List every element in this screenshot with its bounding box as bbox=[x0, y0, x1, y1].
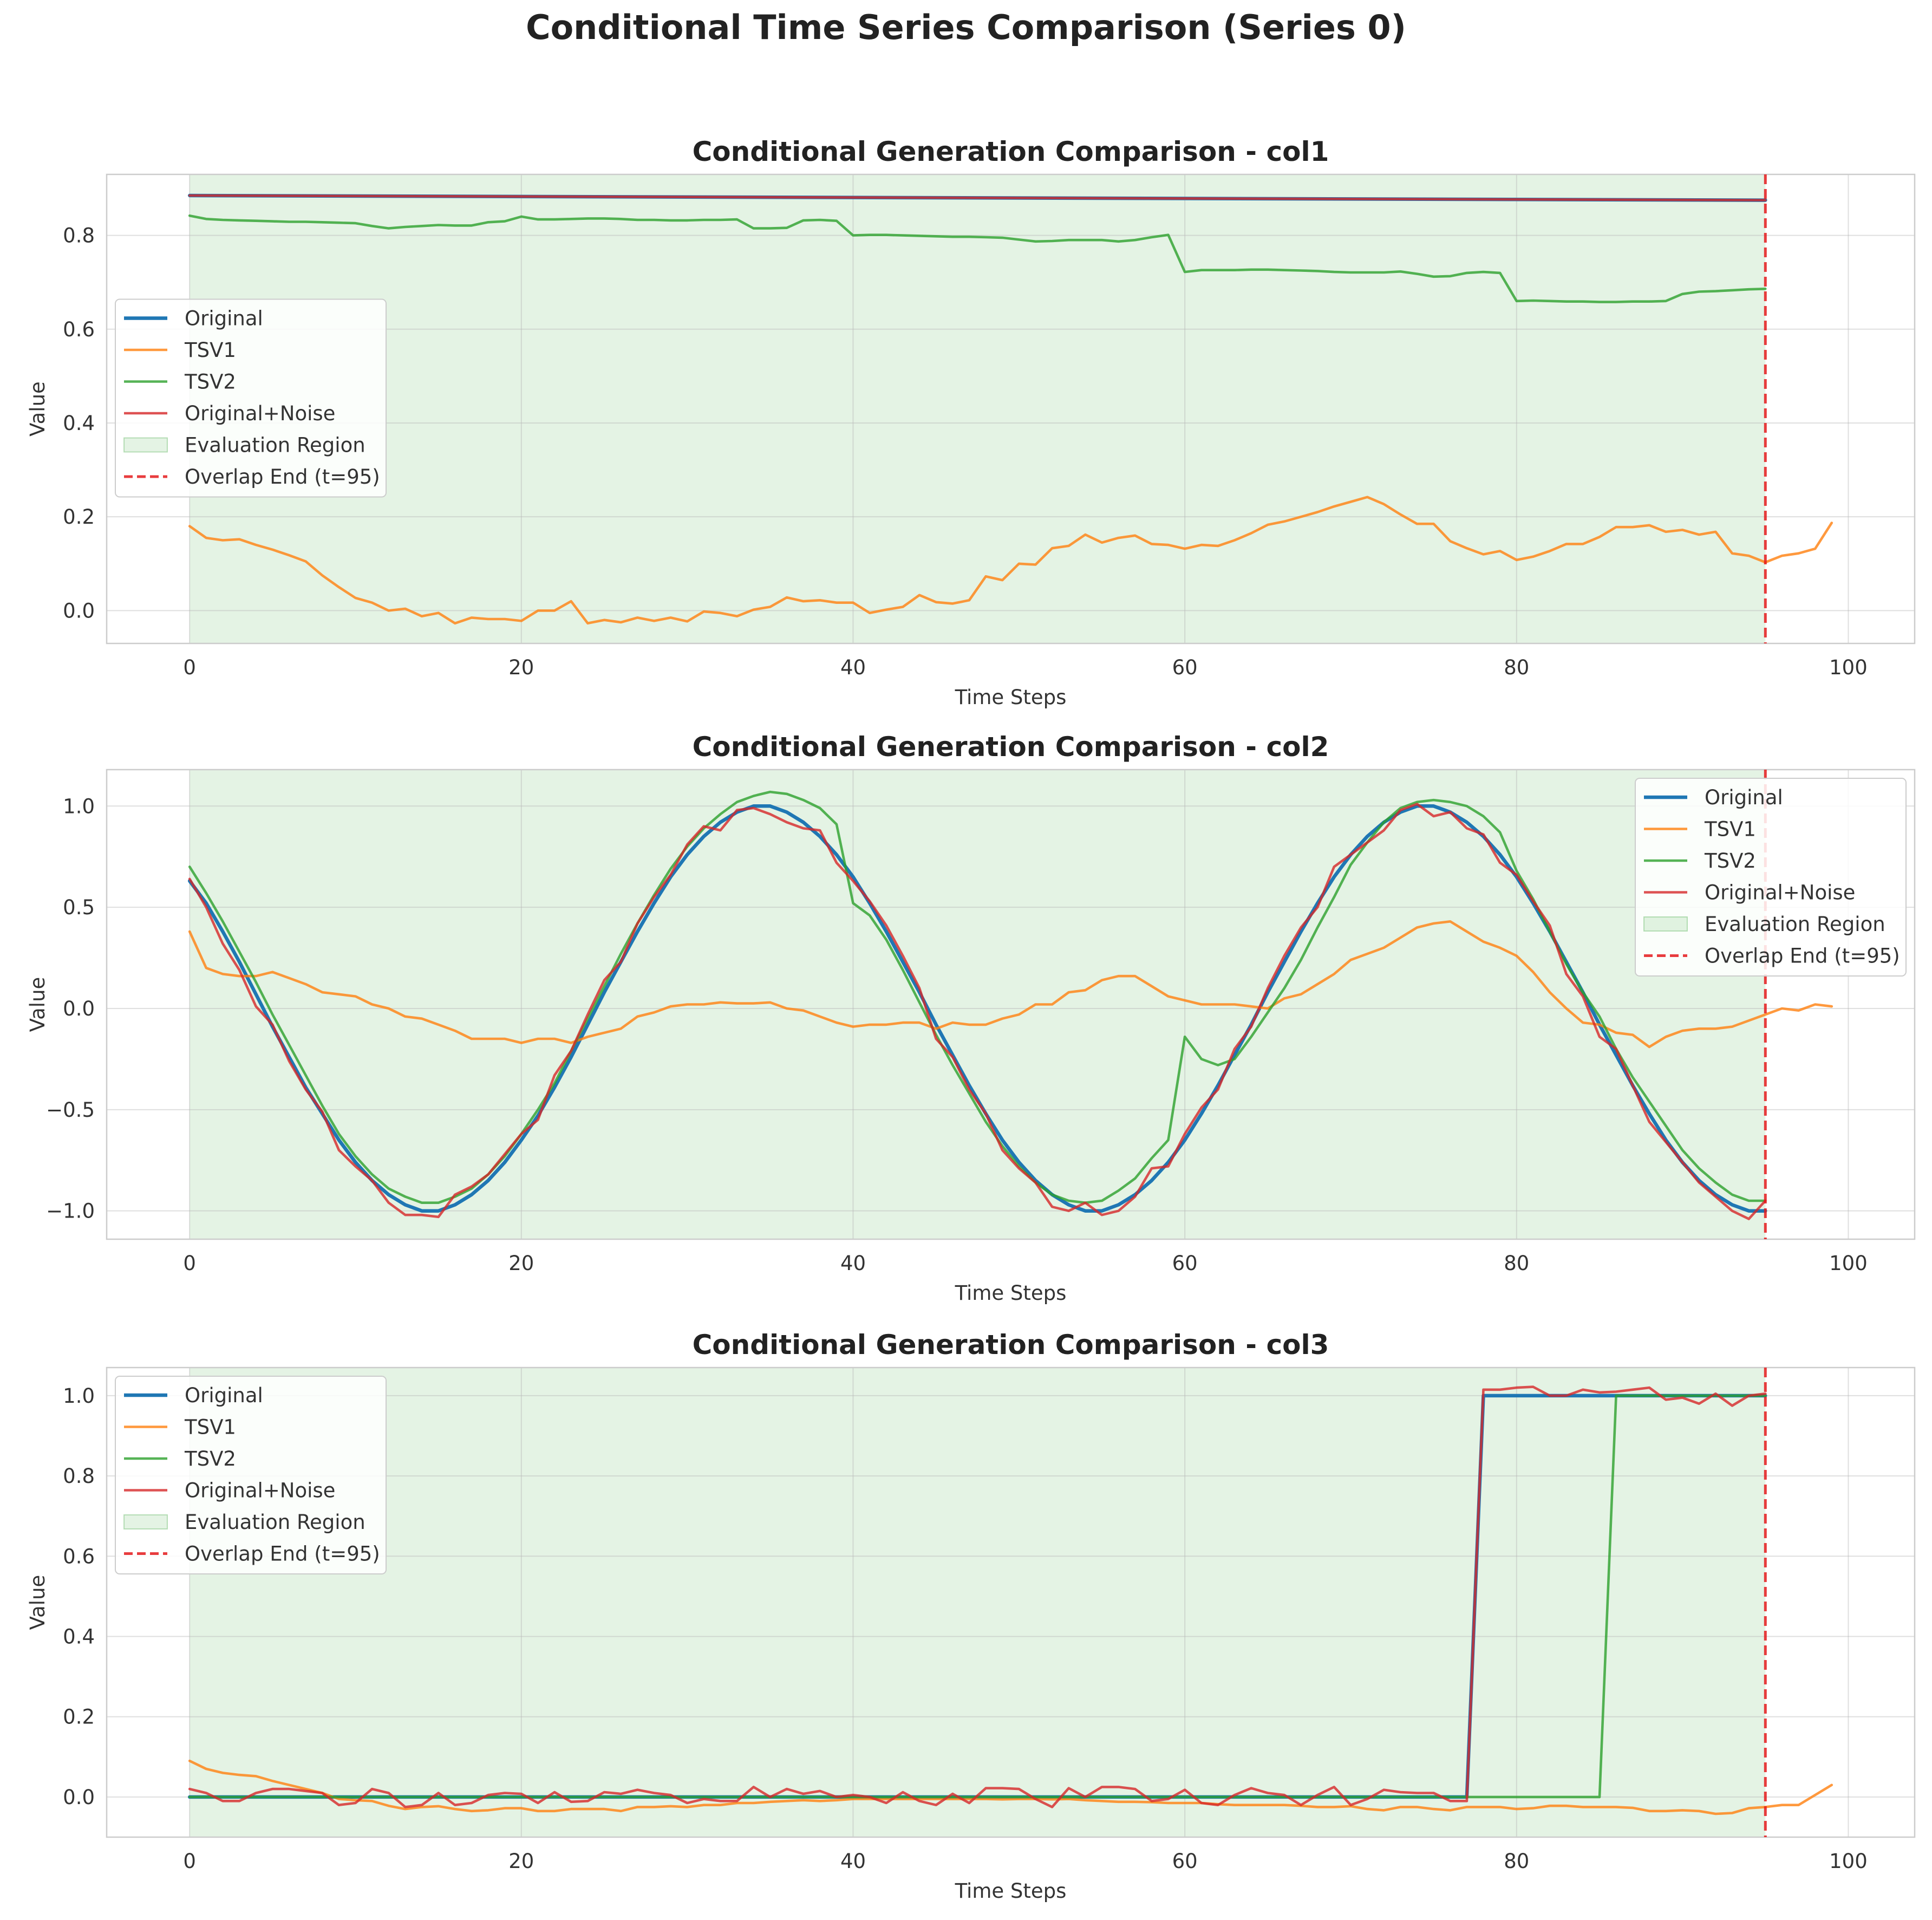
series-line-noise bbox=[188, 194, 1767, 201]
y-axis-label: Value bbox=[26, 977, 49, 1032]
x-tick-label: 100 bbox=[1829, 1252, 1868, 1275]
x-axis-label: Time Steps bbox=[955, 1879, 1067, 1903]
x-tick-label: 60 bbox=[1172, 1850, 1198, 1873]
plot-frame bbox=[106, 173, 1916, 645]
y-tick-label: 1.0 bbox=[63, 795, 95, 818]
x-tick-label: 20 bbox=[508, 1252, 534, 1275]
series-group bbox=[187, 193, 1833, 625]
legend: Original TSV1 TSV2 Original+Noise Evaluation… bbox=[115, 1376, 387, 1574]
series-line-tsv1 bbox=[188, 1759, 1833, 1815]
y-tick-label: 0.5 bbox=[63, 896, 95, 919]
y-tick-label: 0.2 bbox=[63, 1706, 95, 1729]
y-tick-label: −0.5 bbox=[46, 1098, 95, 1122]
x-axis-label: Time Steps bbox=[955, 1281, 1067, 1305]
x-tick-label: 40 bbox=[840, 1850, 866, 1873]
subplot-3: 0 20 40 60 80 100 0.0 0.2 0.4 0.6 0.8 1.0 Conditiona… bbox=[26, 1329, 1916, 1903]
x-tick-label: 100 bbox=[1829, 656, 1868, 679]
y-tick-label: 0.0 bbox=[63, 1786, 95, 1809]
legend-swatch-region bbox=[123, 437, 168, 453]
legend-label: Evaluation Region bbox=[185, 1511, 365, 1534]
subplot-title: Conditional Generation Comparison - col1 bbox=[693, 136, 1329, 167]
legend-box bbox=[115, 298, 387, 498]
x-tick-label: 80 bbox=[1504, 1850, 1529, 1873]
legend-label: Original bbox=[185, 307, 263, 330]
y-tick-label: 1.0 bbox=[63, 1384, 95, 1408]
x-tick-label: 20 bbox=[508, 656, 534, 679]
subplot-1: 0 20 40 60 80 100 0.0 0.2 0.4 0.6 0.8 Conditional G… bbox=[26, 136, 1916, 709]
y-tick-label: 0.6 bbox=[63, 1545, 95, 1568]
subplot-title: Conditional Generation Comparison - col2 bbox=[693, 731, 1329, 763]
legend-label: Original bbox=[1705, 786, 1783, 809]
series-line-tsv1 bbox=[188, 496, 1833, 625]
x-tick-label: 100 bbox=[1829, 1850, 1868, 1873]
plot-frame bbox=[106, 1366, 1916, 1838]
figure-suptitle: Conditional Time Series Comparison (Seri… bbox=[526, 8, 1406, 47]
plot-frame bbox=[106, 769, 1916, 1240]
x-tick-label: 80 bbox=[1504, 656, 1529, 679]
y-tick-label: 0.4 bbox=[63, 412, 95, 435]
legend-label: Overlap End (t=95) bbox=[1705, 945, 1900, 968]
legend-label: Original bbox=[185, 1384, 263, 1407]
x-tick-label: 60 bbox=[1172, 1252, 1198, 1275]
legend-box bbox=[115, 1376, 387, 1574]
y-axis-label: Value bbox=[26, 381, 49, 437]
legend-label: TSV1 bbox=[184, 1416, 236, 1439]
x-tick-label: 20 bbox=[508, 1850, 534, 1873]
legend-label: TSV2 bbox=[184, 1447, 236, 1470]
legend-label: TSV2 bbox=[184, 370, 236, 394]
series-line-noise bbox=[188, 803, 1767, 1220]
subplot-title: Conditional Generation Comparison - col3 bbox=[693, 1329, 1329, 1361]
legend-swatch-region bbox=[1643, 916, 1688, 932]
y-tick-label: 0.0 bbox=[63, 599, 95, 622]
series-line-noise bbox=[188, 1385, 1767, 1808]
legend-label: TSV1 bbox=[184, 339, 236, 362]
x-tick-label: 40 bbox=[840, 1252, 866, 1275]
legend-box bbox=[1635, 778, 1907, 977]
legend-label: TSV2 bbox=[1704, 849, 1756, 873]
subplot-2: 0 20 40 60 80 100 −1.0 −0.5 0.0 0.5 1.0 Conditional… bbox=[26, 731, 1916, 1305]
y-tick-label: 0.2 bbox=[63, 505, 95, 529]
legend-label: Original+Noise bbox=[1705, 881, 1855, 904]
legend-label: Original+Noise bbox=[185, 402, 335, 425]
x-axis-label: Time Steps bbox=[955, 686, 1067, 709]
legend-swatch-region bbox=[123, 1514, 168, 1530]
legend-label: TSV1 bbox=[1704, 818, 1756, 841]
x-tick-label: 0 bbox=[183, 1252, 196, 1275]
series-group bbox=[187, 790, 1833, 1220]
x-tick-label: 80 bbox=[1504, 1252, 1529, 1275]
y-tick-label: 0.4 bbox=[63, 1625, 95, 1648]
legend: Original TSV1 TSV2 Original+Noise Evaluation… bbox=[1635, 778, 1907, 977]
legend-label: Evaluation Region bbox=[1705, 913, 1885, 936]
y-tick-label: 0.6 bbox=[63, 318, 95, 341]
y-axis-label: Value bbox=[26, 1575, 49, 1630]
y-tick-label: 0.8 bbox=[63, 224, 95, 248]
x-tick-label: 0 bbox=[183, 656, 196, 679]
x-tick-label: 60 bbox=[1172, 656, 1198, 679]
x-tick-label: 0 bbox=[183, 1850, 196, 1873]
legend-label: Overlap End (t=95) bbox=[185, 1542, 380, 1566]
legend: Original TSV1 TSV2 Original+Noise Evaluation… bbox=[115, 298, 387, 498]
series-line-tsv1 bbox=[188, 920, 1833, 1049]
evaluation-region bbox=[190, 770, 1766, 1239]
y-tick-label: −1.0 bbox=[46, 1200, 95, 1223]
series-line-tsv2 bbox=[188, 214, 1767, 303]
series-group bbox=[187, 1385, 1833, 1815]
legend-label: Overlap End (t=95) bbox=[185, 465, 380, 489]
evaluation-region bbox=[190, 174, 1766, 643]
evaluation-region bbox=[190, 1368, 1766, 1837]
y-tick-label: 0.8 bbox=[63, 1465, 95, 1488]
x-tick-label: 40 bbox=[840, 656, 866, 679]
legend-label: Evaluation Region bbox=[185, 434, 365, 457]
y-tick-label: 0.0 bbox=[63, 997, 95, 1020]
legend-label: Original+Noise bbox=[185, 1479, 335, 1502]
